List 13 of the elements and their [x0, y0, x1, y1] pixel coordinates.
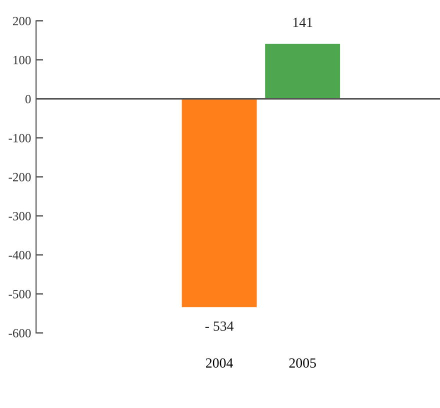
data-label: 141	[293, 18, 312, 27]
y-tick-label: -200	[8, 172, 31, 182]
y-tick-label: -500	[8, 290, 31, 298]
x-tick-label: 2005	[289, 358, 316, 368]
data-label: - 534	[205, 322, 234, 331]
y-tick-label: 0	[25, 94, 31, 104]
x-tick-label: 2004	[206, 358, 233, 368]
y-tick-label: -400	[8, 250, 31, 260]
y-tick-label: -600	[8, 328, 31, 338]
y-tick-label: 100	[14, 56, 31, 64]
y-tick-label: 200	[13, 16, 31, 26]
y-tick-label: -300	[8, 212, 31, 220]
y-tick-label: -100	[8, 134, 31, 142]
